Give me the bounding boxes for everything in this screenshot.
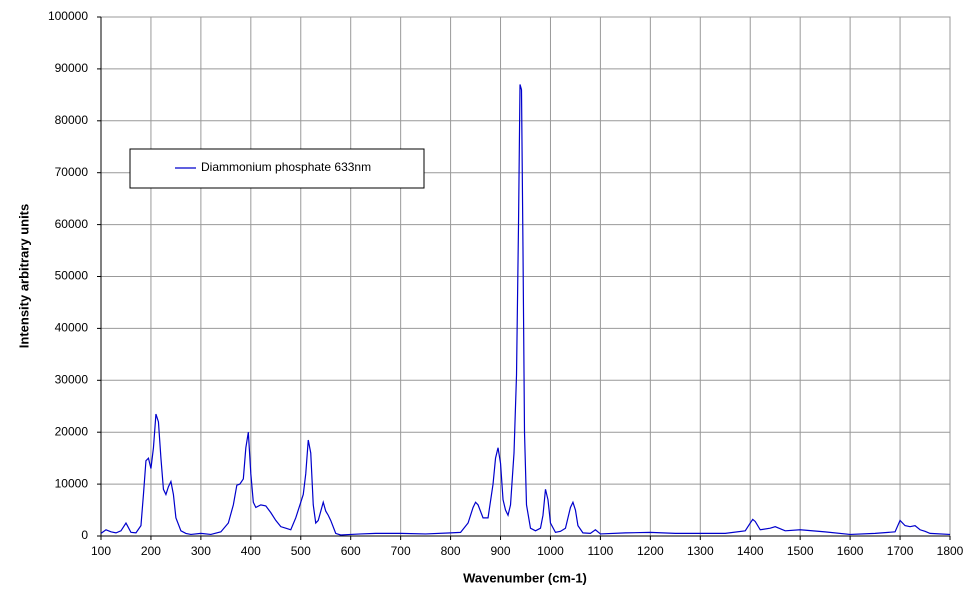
x-tick-label: 300	[191, 544, 211, 558]
x-tick-label: 1800	[937, 544, 964, 558]
x-tick-label: 1700	[887, 544, 914, 558]
x-axis-title: Wavenumber (cm-1)	[463, 570, 587, 585]
x-tick-label: 100	[91, 544, 111, 558]
x-tick-label: 1400	[737, 544, 764, 558]
x-tick-label: 1100	[588, 544, 614, 558]
x-tick-label: 1600	[837, 544, 864, 558]
x-tick-label: 1500	[787, 544, 814, 558]
y-tick-label: 100000	[48, 9, 88, 23]
y-tick-label: 50000	[55, 269, 89, 283]
y-tick-label: 90000	[55, 61, 89, 75]
legend-label: Diammonium phosphate 633nm	[201, 160, 371, 174]
x-tick-label: 1000	[537, 544, 564, 558]
y-tick-label: 20000	[55, 424, 89, 438]
y-tick-label: 0	[81, 528, 88, 542]
x-tick-label: 900	[491, 544, 511, 558]
y-tick-label: 30000	[55, 372, 89, 386]
x-tick-label: 1300	[687, 544, 714, 558]
y-tick-label: 70000	[55, 165, 89, 179]
x-tick-label: 1200	[637, 544, 664, 558]
data-line	[100, 84, 951, 536]
x-tick-label: 200	[141, 544, 161, 558]
x-tick-label: 700	[391, 544, 411, 558]
y-tick-label: 10000	[55, 476, 89, 490]
x-tick-label: 400	[241, 544, 261, 558]
x-tick-label: 800	[441, 544, 461, 558]
y-axis-title: Intensity arbitrary units	[16, 204, 31, 348]
y-tick-label: 60000	[55, 217, 89, 231]
y-tick-label: 40000	[55, 321, 89, 335]
x-tick-label: 600	[341, 544, 361, 558]
x-tick-label: 500	[291, 544, 311, 558]
y-tick-label: 80000	[55, 113, 89, 127]
